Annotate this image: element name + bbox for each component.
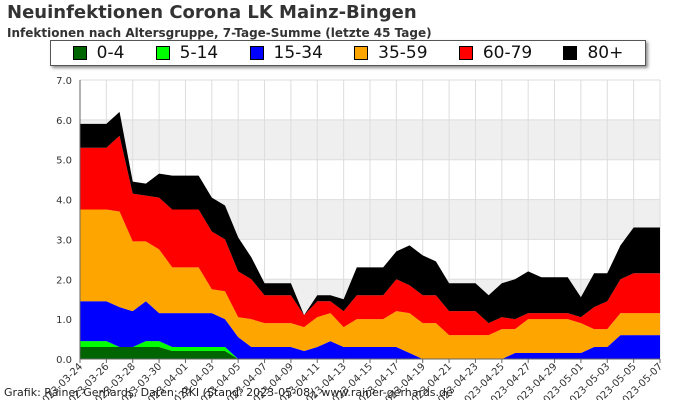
legend-item-0-4: 0-4	[72, 43, 125, 63]
chart-title: Neuinfektionen Corona LK Mainz-Bingen	[7, 2, 417, 23]
area-series-80-plus	[80, 111, 660, 324]
legend-item-5-14: 5-14	[155, 43, 219, 63]
legend-label-15-34: 15-34	[273, 43, 323, 63]
legend-item-80-plus: 80+	[563, 43, 623, 63]
y-tick-label: 0.0	[56, 355, 72, 366]
legend-label-0-4: 0-4	[96, 43, 125, 63]
y-tick-label: 6.0	[56, 116, 72, 127]
legend-swatch-35-59	[354, 46, 369, 60]
source-credit: Grafik: Rainer Gerhards, Daten: RKI (Sta…	[4, 386, 453, 399]
legend-label-5-14: 5-14	[179, 43, 219, 63]
legend: 0-4 5-14 15-34 35-59 60-79 80+	[50, 40, 646, 66]
y-tick-label: 3.0	[56, 235, 72, 246]
y-tick-label: 2.0	[56, 275, 72, 286]
legend-label-80-plus: 80+	[587, 43, 624, 63]
area-series-60-79	[80, 135, 660, 336]
y-tick-label: 7.0	[56, 76, 72, 87]
y-tick-label: 5.0	[56, 156, 72, 167]
chart-subtitle: Infektionen nach Altersgruppe, 7-Tage-Su…	[7, 26, 432, 40]
legend-swatch-15-34	[249, 46, 264, 60]
y-tick-label: 1.0	[56, 315, 72, 326]
legend-swatch-80-plus	[563, 46, 578, 60]
legend-item-60-79: 60-79	[458, 43, 533, 63]
legend-label-35-59: 35-59	[378, 43, 428, 63]
area-series-15-34	[80, 301, 660, 359]
legend-swatch-60-79	[458, 46, 473, 60]
area-series-5-14	[80, 341, 660, 359]
legend-swatch-0-4	[72, 46, 87, 60]
area-series-35-59	[80, 209, 660, 359]
legend-label-60-79: 60-79	[482, 43, 533, 63]
y-tick-label: 4.0	[56, 196, 72, 207]
legend-item-35-59: 35-59	[354, 43, 428, 63]
area-series-0-4	[80, 347, 660, 359]
legend-swatch-5-14	[155, 46, 170, 60]
legend-item-15-34: 15-34	[249, 43, 323, 63]
